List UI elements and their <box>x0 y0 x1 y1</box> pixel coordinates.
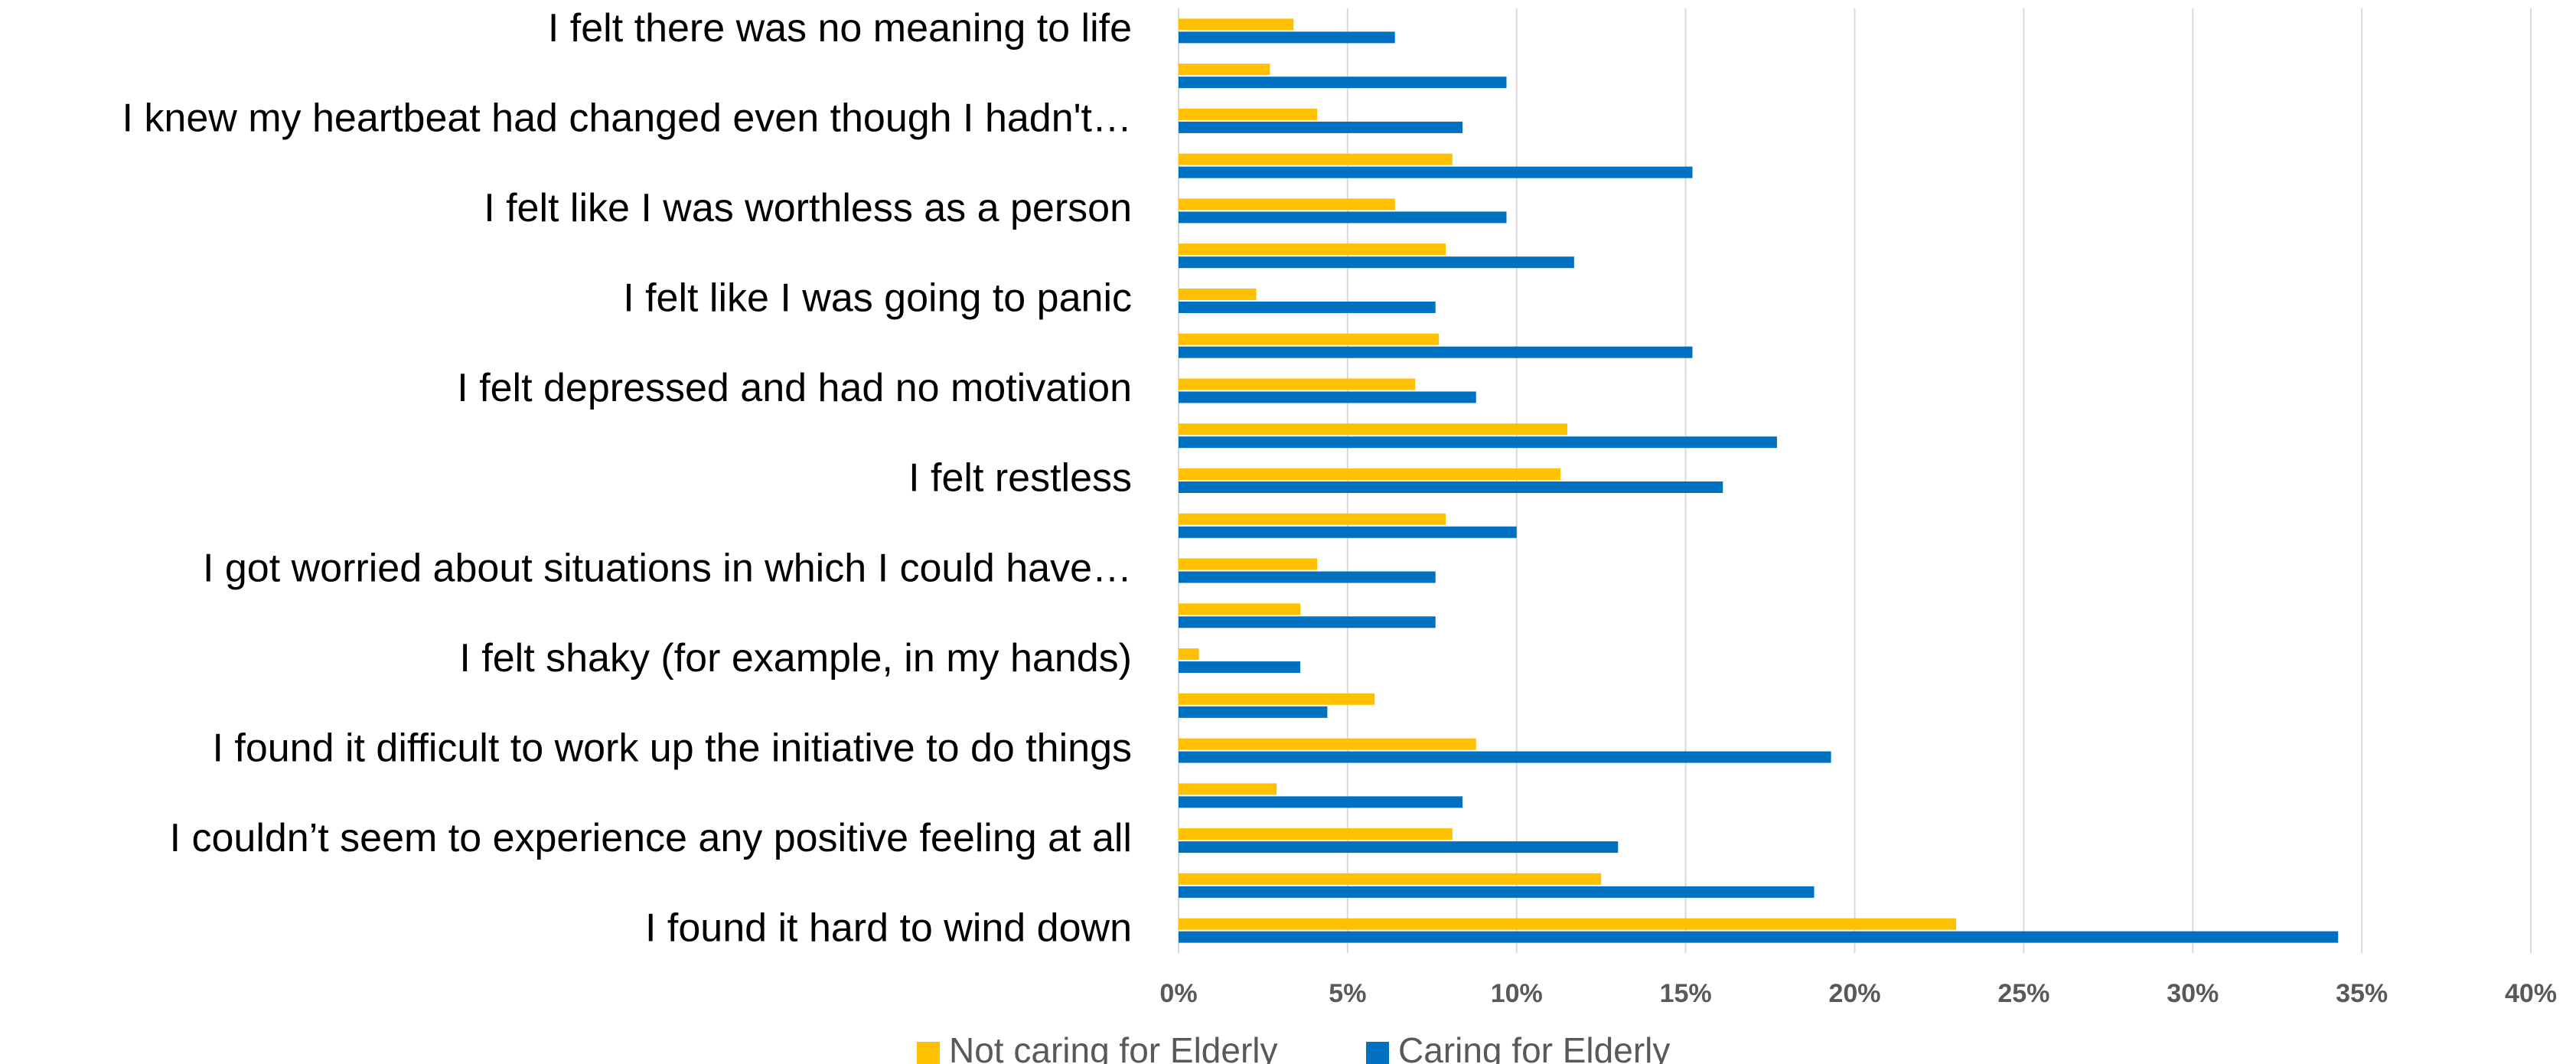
category-label: I felt like I was going to panic <box>623 276 1132 321</box>
x-tick-label: 40% <box>2505 979 2557 1008</box>
bar <box>1179 841 1619 853</box>
category-label: I found it difficult to work up the init… <box>212 726 1132 770</box>
x-tick-label: 5% <box>1329 979 1366 1008</box>
bar <box>1179 571 1436 583</box>
x-tick-label: 25% <box>1997 979 2049 1008</box>
bar <box>1179 513 1446 525</box>
category-label: I found it hard to wind down <box>645 906 1132 950</box>
bar <box>1179 333 1440 345</box>
category-label: I knew my heartbeat had changed even tho… <box>122 96 1133 141</box>
bar <box>1179 64 1270 76</box>
legend-label: Caring for Elderly <box>1398 1030 1670 1064</box>
category-label: I felt there was no meaning to life <box>548 6 1132 51</box>
bar <box>1179 481 1723 493</box>
bar <box>1179 828 1453 840</box>
bar <box>1179 166 1693 178</box>
bar <box>1179 931 2339 943</box>
legend-label: Not caring for Elderly <box>949 1030 1278 1064</box>
bar <box>1179 751 1831 763</box>
bar <box>1179 77 1507 89</box>
bar <box>1179 423 1568 436</box>
bar <box>1179 693 1375 705</box>
bar <box>1179 783 1277 795</box>
bar <box>1179 558 1318 570</box>
x-tick-label: 15% <box>1660 979 1712 1008</box>
bar <box>1179 108 1318 120</box>
bar <box>1179 301 1436 313</box>
x-tick-label: 30% <box>2167 979 2219 1008</box>
bar <box>1179 346 1693 358</box>
category-label: I felt depressed and had no motivation <box>457 366 1132 410</box>
bar <box>1179 211 1507 224</box>
category-label: I felt like I was worthless as a person <box>484 186 1132 230</box>
legend-swatch <box>917 1042 940 1064</box>
bar <box>1179 918 1957 930</box>
bar <box>1179 616 1436 628</box>
x-tick-label: 0% <box>1159 979 1197 1008</box>
bar <box>1179 526 1517 538</box>
bar <box>1179 288 1257 300</box>
x-tick-label: 35% <box>2336 979 2388 1008</box>
bar <box>1179 706 1328 718</box>
bar <box>1179 243 1446 256</box>
legend-swatch <box>1366 1042 1389 1064</box>
bar <box>1179 391 1476 403</box>
bar <box>1179 121 1463 133</box>
x-tick-label: 10% <box>1491 979 1543 1008</box>
bar <box>1179 468 1561 480</box>
bar <box>1179 886 1815 898</box>
category-label: I felt shaky (for example, in my hands) <box>459 636 1132 681</box>
category-label: I couldn’t seem to experience any positi… <box>170 816 1132 860</box>
bar <box>1179 796 1463 808</box>
bar <box>1179 18 1294 31</box>
bar <box>1179 873 1602 885</box>
bar <box>1179 256 1574 269</box>
bar <box>1179 661 1301 674</box>
bar <box>1179 378 1416 390</box>
category-label: I got worried about situations in which … <box>203 546 1132 590</box>
bar <box>1179 31 1395 44</box>
bar <box>1179 198 1395 211</box>
bar <box>1179 153 1453 165</box>
category-label: I felt restless <box>908 456 1132 501</box>
x-tick-label: 20% <box>1828 979 1880 1008</box>
bar <box>1179 436 1777 449</box>
bar <box>1179 603 1301 615</box>
bar <box>1179 738 1476 750</box>
bar <box>1179 648 1199 661</box>
